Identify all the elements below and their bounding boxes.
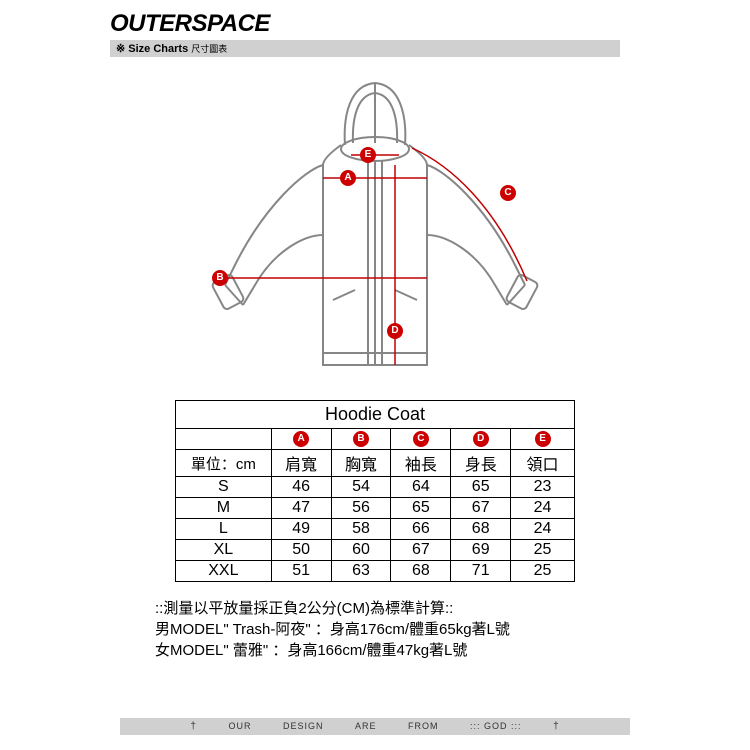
- subtitle-bar: ※ Size Charts 尺寸圖表: [110, 40, 620, 57]
- val-cell: 47: [271, 498, 331, 519]
- table-badge-row: A B C D E: [176, 429, 575, 450]
- note-line-1: ::測量以平放量採正負2公分(CM)為標準計算::: [155, 598, 510, 619]
- size-table-wrap: Hoodie Coat A B C D E 單位：cm 肩寬 胸寬 袖長 身長 …: [175, 400, 575, 582]
- notes-block: ::測量以平放量採正負2公分(CM)為標準計算:: 男MODEL" Trash-…: [155, 598, 510, 661]
- val-cell: 63: [331, 561, 391, 582]
- header: OUTERSPACE ※ Size Charts 尺寸圖表: [0, 0, 750, 57]
- table-row: L 49 58 66 68 24: [176, 519, 575, 540]
- val-cell: 24: [511, 498, 575, 519]
- val-cell: 69: [451, 540, 511, 561]
- footer-bar: † OUR DESIGN ARE FROM ::: GOD ::: †: [120, 718, 630, 735]
- val-cell: 66: [391, 519, 451, 540]
- table-title-row: Hoodie Coat: [176, 401, 575, 429]
- val-cell: 65: [391, 498, 451, 519]
- badge-empty: [176, 429, 272, 450]
- footer-word: OUR: [228, 721, 251, 731]
- col-header: 胸寬: [331, 450, 391, 477]
- size-cell: L: [176, 519, 272, 540]
- col-badge-d: D: [473, 431, 489, 447]
- val-cell: 68: [391, 561, 451, 582]
- val-cell: 51: [271, 561, 331, 582]
- diagram-badge-e: E: [360, 147, 376, 163]
- diagram-badge-c: C: [500, 185, 516, 201]
- val-cell: 65: [451, 477, 511, 498]
- val-cell: 56: [331, 498, 391, 519]
- col-badge-e: E: [535, 431, 551, 447]
- table-row: S 46 54 64 65 23: [176, 477, 575, 498]
- col-header: 袖長: [391, 450, 451, 477]
- cross-icon: †: [553, 721, 560, 732]
- size-cell: XXL: [176, 561, 272, 582]
- val-cell: 60: [331, 540, 391, 561]
- badge-cell: E: [511, 429, 575, 450]
- val-cell: 23: [511, 477, 575, 498]
- col-header: 肩寬: [271, 450, 331, 477]
- cross-icon: †: [190, 721, 197, 732]
- footer-word: ARE: [355, 721, 377, 731]
- table-row: M 47 56 65 67 24: [176, 498, 575, 519]
- val-cell: 67: [391, 540, 451, 561]
- size-cell: M: [176, 498, 272, 519]
- val-cell: 46: [271, 477, 331, 498]
- diagram-badge-b: B: [212, 270, 228, 286]
- unit-label: 單位：cm: [176, 450, 272, 477]
- brand-logo: OUTERSPACE: [110, 10, 750, 38]
- table-row: XXL 51 63 68 71 25: [176, 561, 575, 582]
- note-line-2: 男MODEL" Trash-阿夜" ：身高176cm/體重65kg著L號: [155, 619, 510, 640]
- val-cell: 58: [331, 519, 391, 540]
- jacket-svg: [205, 75, 545, 385]
- val-cell: 67: [451, 498, 511, 519]
- jacket-diagram: A B C D E: [205, 75, 545, 385]
- table-title: Hoodie Coat: [176, 401, 575, 429]
- diagram-badge-a: A: [340, 170, 356, 186]
- val-cell: 54: [331, 477, 391, 498]
- val-cell: 71: [451, 561, 511, 582]
- val-cell: 50: [271, 540, 331, 561]
- col-header: 身長: [451, 450, 511, 477]
- table-row: XL 50 60 67 69 25: [176, 540, 575, 561]
- badge-cell: B: [331, 429, 391, 450]
- badge-cell: C: [391, 429, 451, 450]
- badge-cell: D: [451, 429, 511, 450]
- val-cell: 49: [271, 519, 331, 540]
- val-cell: 64: [391, 477, 451, 498]
- table-header-row: 單位：cm 肩寬 胸寬 袖長 身長 領口: [176, 450, 575, 477]
- footer-word: DESIGN: [283, 721, 324, 731]
- val-cell: 25: [511, 561, 575, 582]
- subtitle-cn: 尺寸圖表: [191, 44, 227, 54]
- footer-word: ::: GOD :::: [470, 721, 522, 731]
- val-cell: 68: [451, 519, 511, 540]
- col-header: 領口: [511, 450, 575, 477]
- col-badge-a: A: [293, 431, 309, 447]
- size-cell: XL: [176, 540, 272, 561]
- subtitle-symbol: ※: [116, 43, 125, 55]
- size-cell: S: [176, 477, 272, 498]
- note-line-3: 女MODEL" 蕾雅" ：身高166cm/體重47kg著L號: [155, 640, 510, 661]
- diagram-badge-d: D: [387, 323, 403, 339]
- col-badge-b: B: [353, 431, 369, 447]
- col-badge-c: C: [413, 431, 429, 447]
- footer-word: FROM: [408, 721, 439, 731]
- badge-cell: A: [271, 429, 331, 450]
- val-cell: 25: [511, 540, 575, 561]
- size-table: Hoodie Coat A B C D E 單位：cm 肩寬 胸寬 袖長 身長 …: [175, 400, 575, 582]
- val-cell: 24: [511, 519, 575, 540]
- subtitle-label: Size Charts: [128, 43, 188, 55]
